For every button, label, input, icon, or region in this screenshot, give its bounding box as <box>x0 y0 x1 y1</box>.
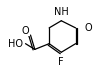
Text: NH: NH <box>54 7 69 17</box>
Text: F: F <box>59 57 64 67</box>
Text: HO: HO <box>8 39 23 49</box>
Text: O: O <box>84 23 92 33</box>
Text: O: O <box>22 26 29 36</box>
